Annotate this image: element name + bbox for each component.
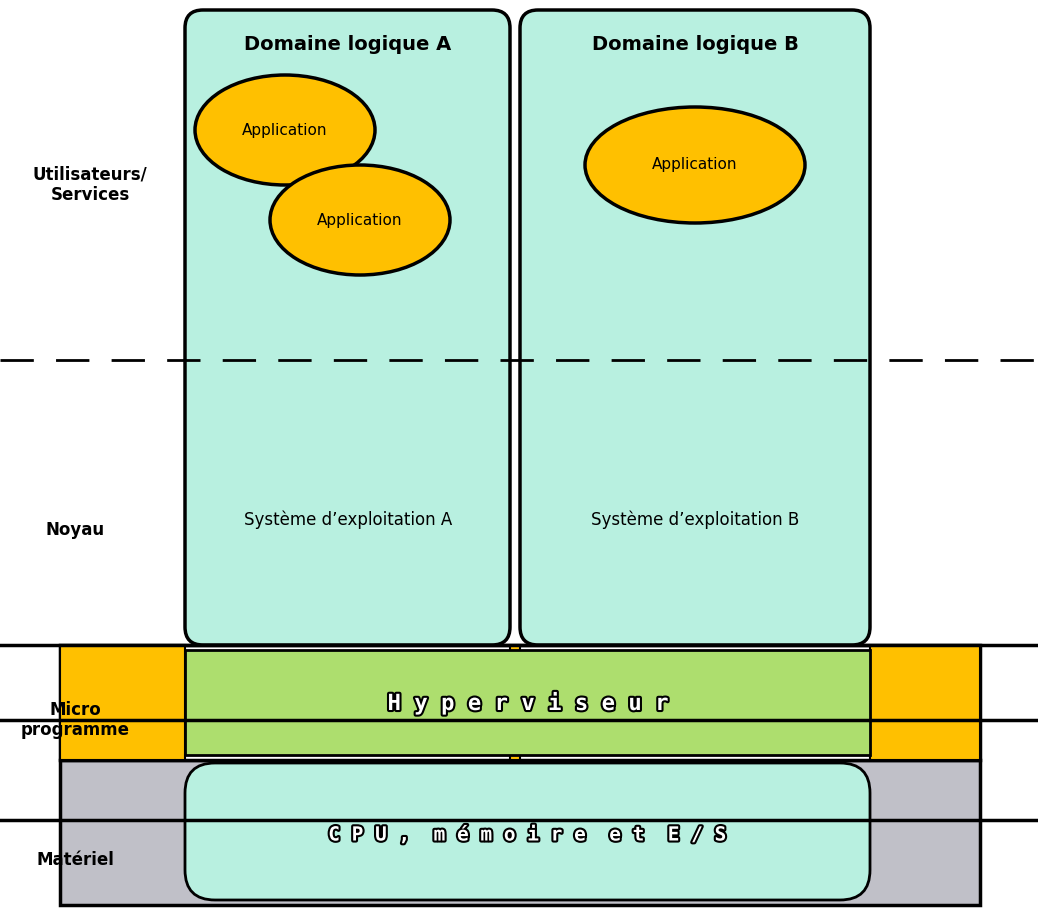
Text: Système d’exploitation A: Système d’exploitation A [244,511,453,529]
Text: H y p e r v i s e u r: H y p e r v i s e u r [387,692,668,714]
Bar [185,650,870,755]
Bar [60,645,980,760]
Bar [510,645,520,760]
Text: Application: Application [652,157,738,173]
Ellipse shape [195,75,375,185]
Text: Application: Application [242,123,328,137]
Text: C P U ,  m é m o i r e  e t  E / S: C P U , m é m o i r e e t E / S [328,825,728,845]
Text: Micro
programme: Micro programme [21,701,130,739]
Bar [870,645,980,760]
Text: Application: Application [318,212,403,228]
Text: Utilisateurs/
Services: Utilisateurs/ Services [32,166,147,204]
FancyBboxPatch shape [520,10,870,645]
Ellipse shape [585,107,805,223]
Text: Noyau: Noyau [46,521,105,539]
Bar [60,760,980,905]
FancyBboxPatch shape [185,10,510,645]
Text: Matériel: Matériel [36,851,114,869]
Text: Domaine logique B: Domaine logique B [592,35,798,54]
Ellipse shape [270,165,450,275]
Text: Système d’exploitation B: Système d’exploitation B [591,511,799,529]
FancyBboxPatch shape [185,763,870,900]
Bar [60,645,185,760]
Text: Domaine logique A: Domaine logique A [244,35,452,54]
